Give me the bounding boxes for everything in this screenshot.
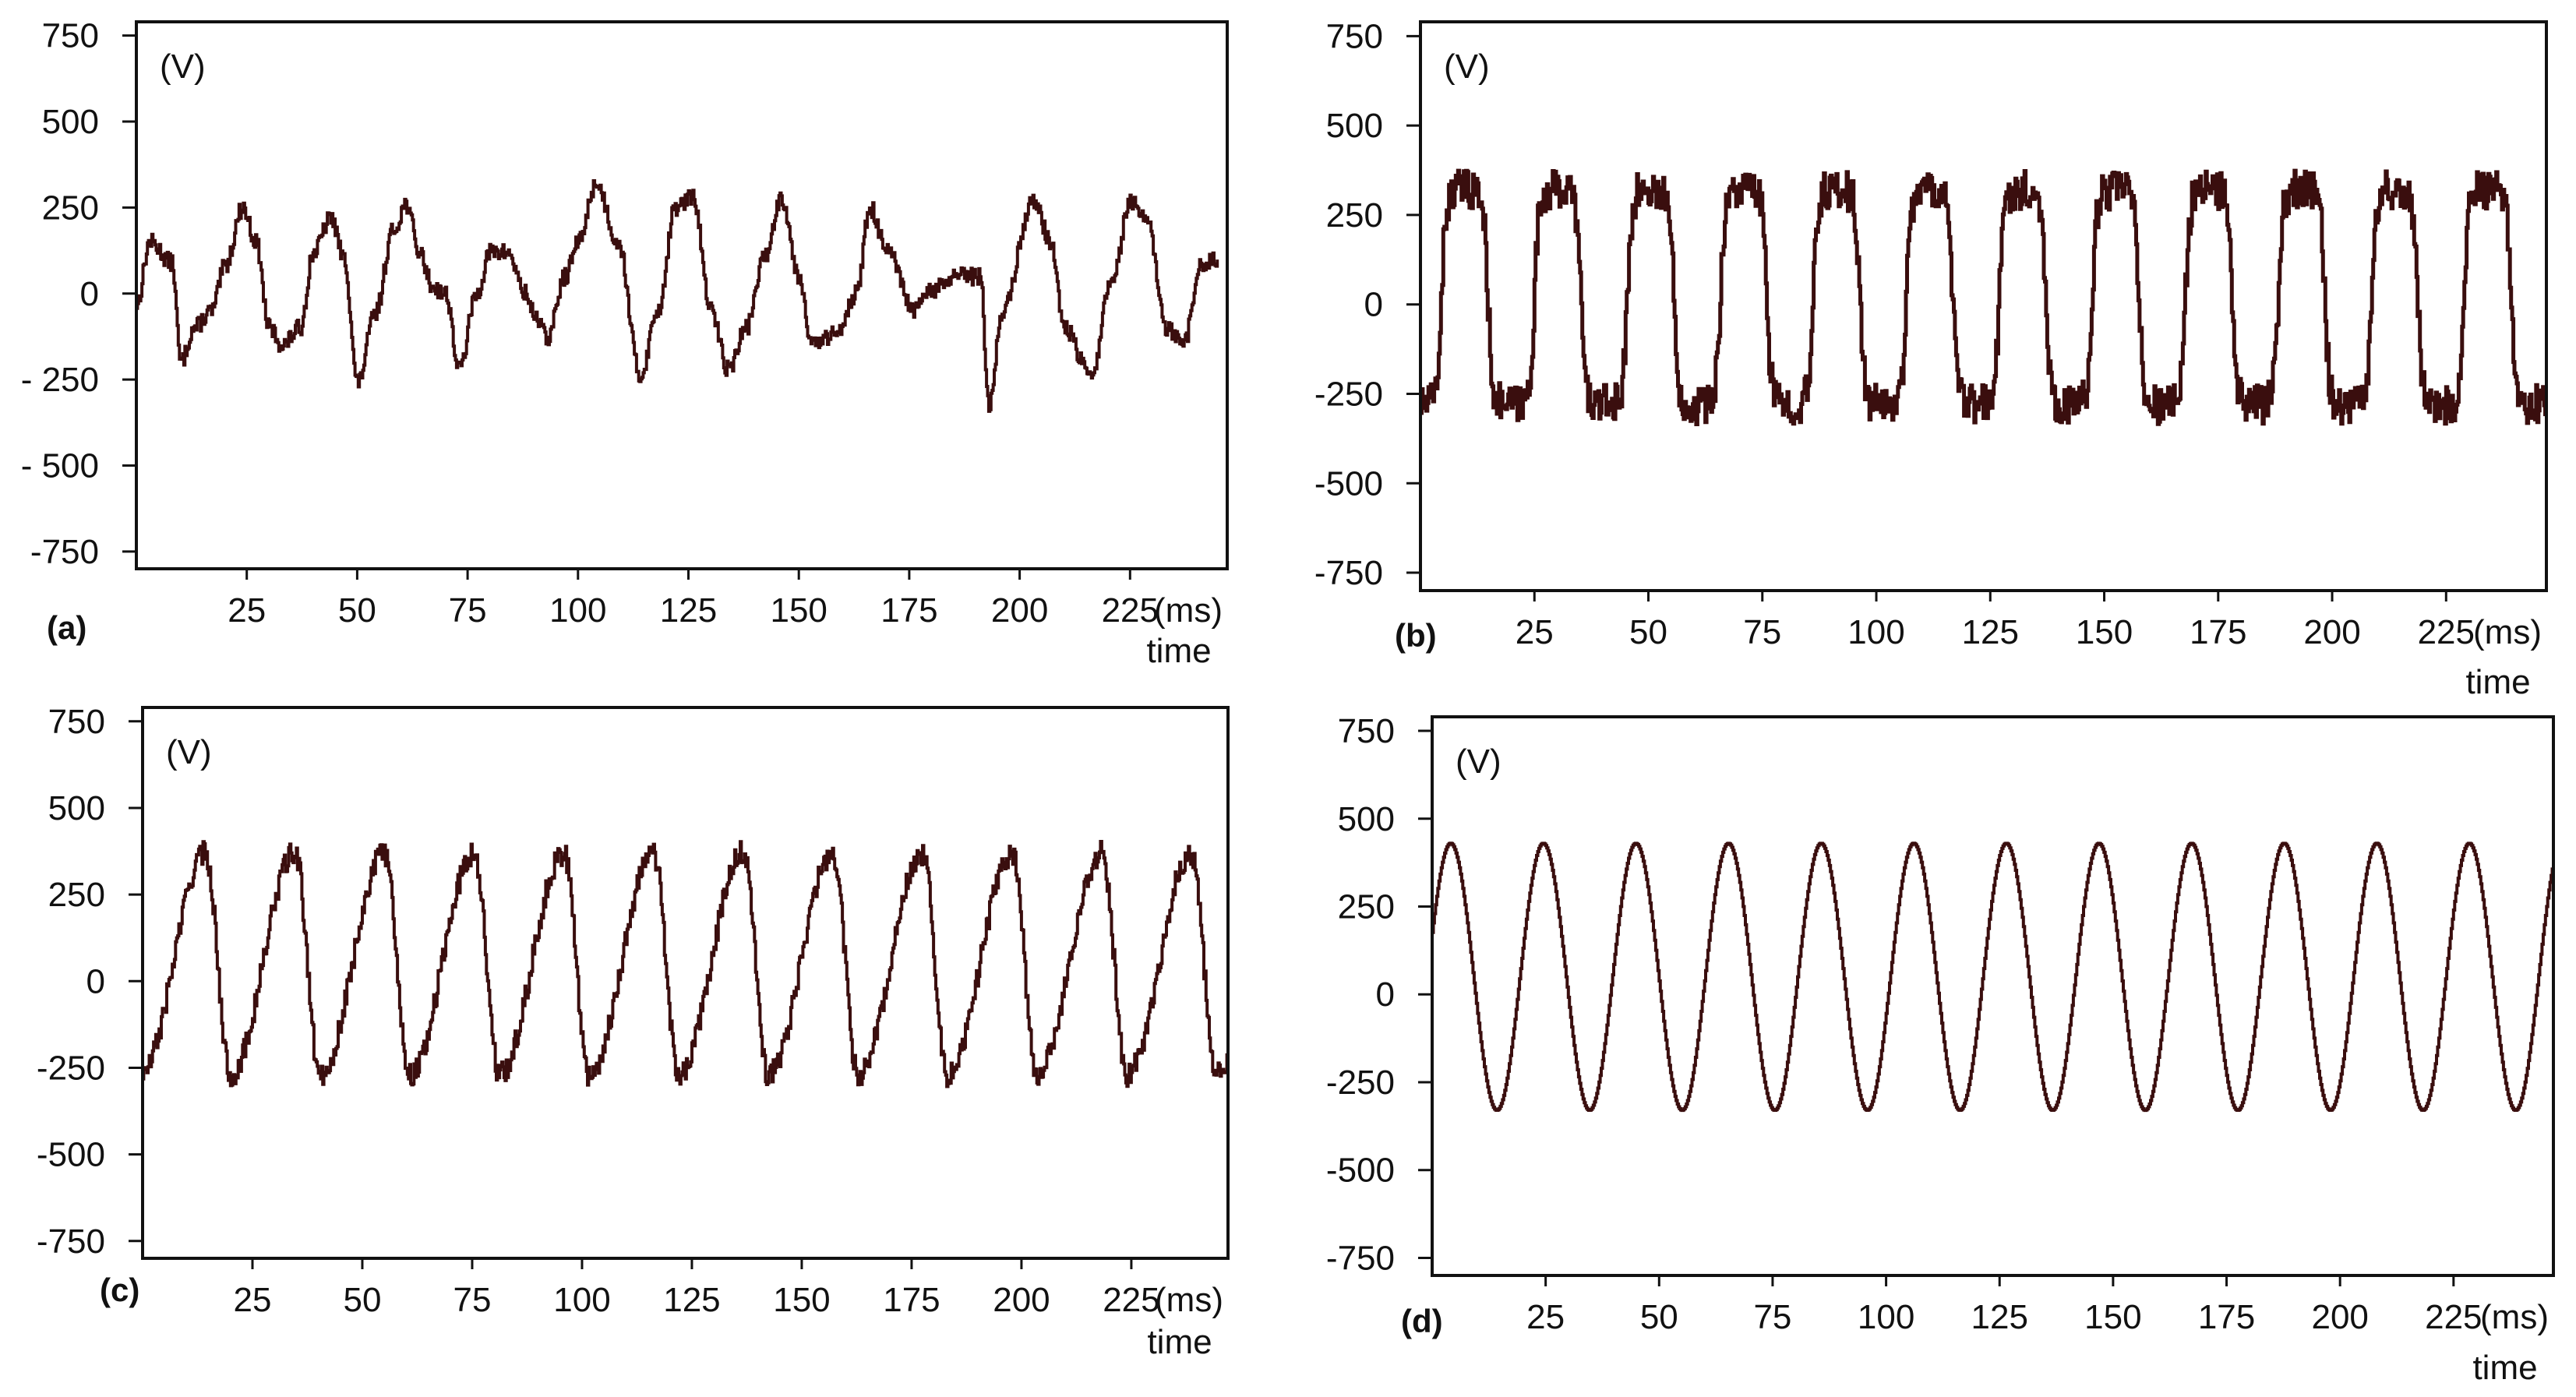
x-tick-label: 150 <box>2076 613 2133 651</box>
plot-frame <box>1431 715 2555 1277</box>
y-tick-label: 500 <box>42 103 99 141</box>
y-tick-label: -750 <box>37 1222 105 1261</box>
x-tick-label: 200 <box>2311 1298 2368 1336</box>
voltage-series-line <box>1422 168 2545 426</box>
x-tick-label: 50 <box>344 1281 382 1319</box>
x-tick-label: 225 <box>1103 1281 1159 1319</box>
y-tick-label: 250 <box>1326 196 1383 235</box>
y-tick-label: - 250 <box>21 361 99 399</box>
x-tick-label: 100 <box>553 1281 610 1319</box>
y-tick-label: -250 <box>37 1049 105 1087</box>
x-tick-label: 25 <box>228 591 266 630</box>
y-tick-label: 500 <box>1326 107 1383 145</box>
x-tick-label: 225 <box>2425 1298 2482 1336</box>
y-tick-label: 0 <box>1376 975 1395 1014</box>
x-tick-label: 200 <box>2303 613 2360 651</box>
x-axis-title: time <box>2472 1349 2537 1387</box>
x-tick-label: 225 <box>2418 613 2475 651</box>
chart-panel-d: 750 500 250 0 -250 -500 -750 25 50 75 100 125 150 175… <box>1326 712 2555 1387</box>
y-tick-label: -500 <box>1326 1152 1395 1190</box>
y-tick-label: -500 <box>1314 464 1383 503</box>
chart-panel-a: 750 500 250 0 - 250 - 500 -750 25 50 75 100 125 150 1… <box>21 17 1229 670</box>
x-tick-label: 100 <box>1858 1298 1914 1336</box>
y-tick-label: 250 <box>48 876 105 914</box>
y-tick-label: 0 <box>86 962 105 1000</box>
x-tick-label: 150 <box>2084 1298 2141 1336</box>
y-tick-label: 250 <box>42 189 99 227</box>
y-tick-label: -250 <box>1326 1064 1395 1102</box>
panel-label: (d) <box>1401 1303 1443 1339</box>
y-tick-label: 750 <box>48 703 105 741</box>
x-tick-label: 125 <box>663 1281 720 1319</box>
plot-frame <box>135 20 1229 570</box>
x-tick-label: 150 <box>773 1281 830 1319</box>
x-tick-label: 50 <box>338 591 376 630</box>
y-tick-label: 250 <box>1338 888 1395 926</box>
y-unit-label: (V) <box>160 48 206 86</box>
x-unit-label: (ms) <box>2480 1298 2549 1336</box>
x-tick-label: 175 <box>880 591 937 630</box>
y-tick-label: -250 <box>1314 375 1383 413</box>
voltage-series-line <box>1434 841 2552 1113</box>
y-tick-label: - 500 <box>21 447 99 485</box>
x-tick-label: 200 <box>993 1281 1050 1319</box>
x-tick-label: 75 <box>453 1281 491 1319</box>
y-tick-label: -500 <box>37 1136 105 1174</box>
panel-label: (a) <box>47 609 86 646</box>
x-tick-label: 100 <box>1847 613 1904 651</box>
y-tick-label: 500 <box>48 789 105 827</box>
x-tick-label: 175 <box>2198 1298 2255 1336</box>
plot-frame <box>141 706 1230 1260</box>
panel-label: (b) <box>1395 617 1437 654</box>
x-tick-label: 125 <box>660 591 717 630</box>
x-tick-label: 25 <box>1526 1298 1565 1336</box>
x-axis-title: time <box>2465 663 2530 701</box>
y-unit-label: (V) <box>1456 743 1501 781</box>
x-tick-label: 50 <box>1629 613 1667 651</box>
x-tick-label: 150 <box>770 591 827 630</box>
x-tick-label: 25 <box>1516 613 1554 651</box>
x-unit-label: (ms) <box>1155 1281 1223 1319</box>
y-unit-label: (V) <box>166 733 212 771</box>
y-tick-label: 0 <box>1364 286 1383 324</box>
y-tick-label: 750 <box>1326 17 1383 55</box>
x-tick-label: 75 <box>1753 1298 1791 1336</box>
y-tick-label: 750 <box>1338 712 1395 750</box>
y-tick-label: -750 <box>1326 1239 1395 1277</box>
chart-panel-b: 750 500 250 0 -250 -500 -750 25 50 75 100 125 150 175… <box>1314 17 2548 701</box>
y-tick-label: -750 <box>30 533 99 571</box>
x-tick-label: 75 <box>1743 613 1781 651</box>
x-tick-label: 175 <box>2190 613 2246 651</box>
y-tick-label: 750 <box>42 17 99 55</box>
x-tick-label: 200 <box>991 591 1048 630</box>
x-unit-label: (ms) <box>1154 591 1223 630</box>
x-tick-label: 175 <box>883 1281 940 1319</box>
y-unit-label: (V) <box>1444 48 1490 86</box>
panel-label: (c) <box>100 1272 139 1308</box>
voltage-series-line <box>138 179 1219 413</box>
x-unit-label: (ms) <box>2473 613 2542 651</box>
x-axis-title: time <box>1146 632 1211 670</box>
x-tick-label: 25 <box>234 1281 272 1319</box>
voltage-series-line <box>144 840 1226 1088</box>
chart-panel-c: 750 500 250 0 -250 -500 -750 25 50 75 100 125 150 175… <box>37 703 1230 1361</box>
y-tick-label: 0 <box>80 275 99 313</box>
x-tick-label: 75 <box>449 591 487 630</box>
x-tick-label: 100 <box>549 591 606 630</box>
x-tick-label: 50 <box>1640 1298 1678 1336</box>
x-tick-label: 125 <box>1962 613 2019 651</box>
plot-frame <box>1419 20 2548 592</box>
x-axis-title: time <box>1147 1323 1212 1361</box>
y-tick-label: -750 <box>1314 554 1383 592</box>
x-tick-label: 125 <box>1971 1298 2028 1336</box>
y-tick-label: 500 <box>1338 800 1395 838</box>
x-tick-label: 225 <box>1102 591 1159 630</box>
